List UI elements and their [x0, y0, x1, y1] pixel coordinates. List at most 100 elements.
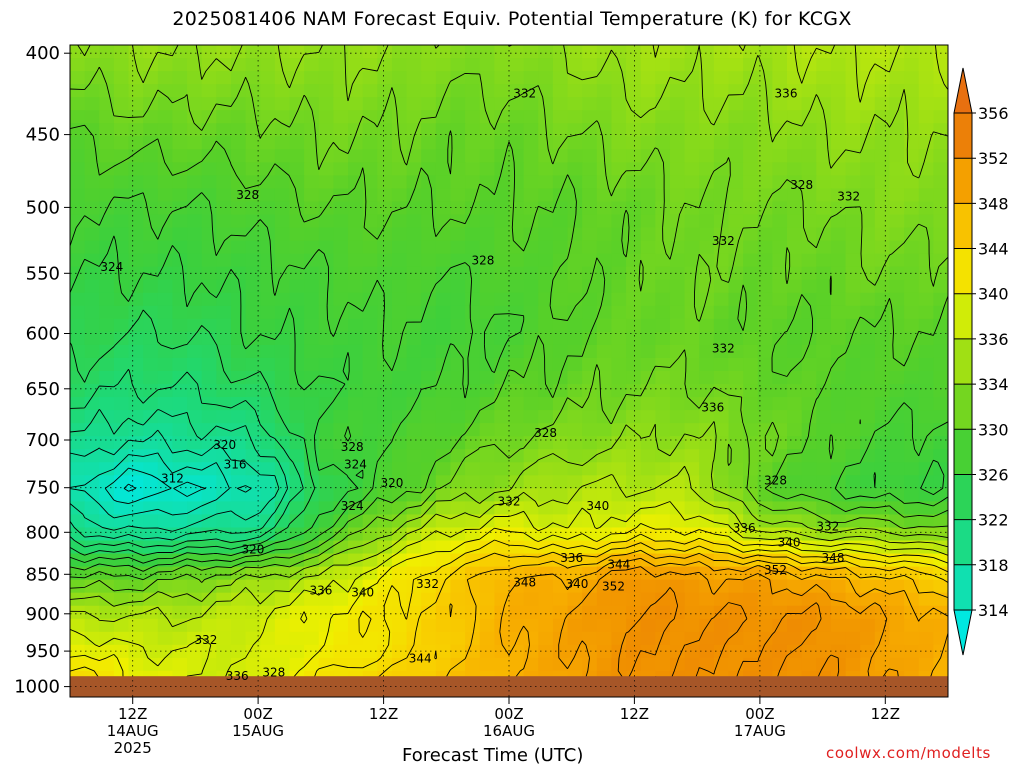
heat-cell — [84, 449, 100, 463]
heat-cell — [230, 214, 247, 229]
heat-cell — [406, 475, 422, 489]
heat-cell — [582, 644, 598, 659]
heat-cell — [318, 331, 334, 346]
heat-cell — [728, 188, 744, 203]
heat-cell — [889, 462, 905, 476]
heat-cell — [362, 579, 378, 594]
heat-cell — [128, 292, 144, 307]
heat-cell — [494, 136, 510, 150]
heat-cell — [713, 488, 730, 502]
heat-cell — [406, 553, 422, 568]
heat-cell — [421, 371, 437, 385]
heat-cell — [801, 644, 817, 659]
heat-cell — [274, 58, 291, 72]
heat-cell — [245, 227, 261, 242]
heat-cell — [538, 305, 554, 320]
heat-cell — [172, 397, 188, 411]
contour-labels: 3443403443403403363363363363323363283283… — [100, 86, 860, 683]
heat-cell — [289, 605, 305, 620]
heat-cell — [596, 84, 613, 98]
heat-cell — [889, 253, 905, 268]
heat-cell — [816, 84, 832, 98]
heat-cell — [318, 527, 334, 542]
heat-cell — [70, 188, 86, 203]
contour-336 — [70, 45, 948, 628]
heat-cell — [757, 488, 773, 502]
heat-cell — [713, 188, 730, 203]
heat-cell — [70, 410, 86, 424]
heat-cell — [787, 410, 803, 424]
heat-cell — [596, 631, 613, 646]
heat-cell — [816, 175, 832, 190]
heat-cell — [757, 657, 773, 672]
heat-cell — [348, 253, 364, 268]
heat-cell — [143, 592, 159, 607]
heat-cell — [157, 292, 174, 307]
heat-cell — [567, 618, 583, 633]
heat-cell — [684, 45, 700, 59]
heat-cell — [84, 618, 100, 633]
heat-cell — [889, 240, 905, 255]
heat-cell — [260, 331, 276, 346]
heat-cell — [860, 331, 876, 346]
heat-cell — [611, 423, 627, 437]
heat-cell — [318, 605, 334, 620]
heat-cell — [772, 253, 788, 268]
heat-cell — [669, 331, 686, 346]
heat-cell — [801, 305, 817, 320]
heat-cell — [245, 149, 261, 163]
heat-cell — [874, 605, 891, 620]
heat-cell — [669, 462, 686, 476]
heat-cell — [450, 136, 466, 150]
heat-cell — [245, 71, 261, 85]
heat-cell — [874, 175, 891, 190]
contour-label: 312 — [161, 471, 184, 485]
heat-cell — [699, 357, 715, 372]
heat-cell — [216, 410, 232, 424]
heat-cell — [318, 201, 334, 216]
heat-cell — [289, 410, 305, 424]
heat-cell — [669, 371, 686, 385]
heat-cell — [260, 488, 276, 502]
heat-cell — [845, 97, 861, 111]
heat-cell — [421, 84, 437, 98]
heat-cell — [421, 71, 437, 85]
heat-cell — [582, 462, 598, 476]
heat-cell — [377, 527, 393, 542]
heat-cell — [99, 110, 115, 124]
heat-cell — [406, 97, 422, 111]
heat-cell — [582, 214, 598, 229]
heat-cell — [933, 436, 948, 450]
heat-cell — [655, 279, 671, 294]
heat-cell — [304, 162, 320, 176]
heat-cell — [84, 266, 100, 281]
heat-cell — [801, 475, 817, 489]
heat-cell — [172, 644, 188, 659]
heat-cell — [304, 266, 320, 281]
heat-cell — [187, 188, 203, 203]
heat-cell — [816, 592, 832, 607]
heat-cell — [889, 423, 905, 437]
heat-cell — [157, 605, 174, 620]
heat-cell — [816, 357, 832, 372]
heat-cell — [787, 162, 803, 176]
heat-cell — [918, 188, 934, 203]
heat-cell — [304, 618, 320, 633]
heat-cell — [201, 253, 217, 268]
heat-cell — [70, 214, 86, 229]
heat-cell — [918, 318, 934, 333]
grid-lines — [70, 45, 948, 697]
heat-cell — [99, 305, 115, 320]
heat-cell — [348, 292, 364, 307]
heat-cell — [626, 201, 642, 216]
heat-cell — [640, 253, 656, 268]
heat-cell — [362, 423, 378, 437]
heat-cell — [70, 45, 86, 59]
heat-cell — [260, 592, 276, 607]
heat-cell — [816, 331, 832, 346]
heat-cell — [713, 227, 730, 242]
heat-cell — [128, 540, 144, 555]
heat-cell — [933, 123, 948, 137]
colorbar-label: 334 — [978, 375, 1009, 394]
heat-cell — [509, 175, 525, 190]
